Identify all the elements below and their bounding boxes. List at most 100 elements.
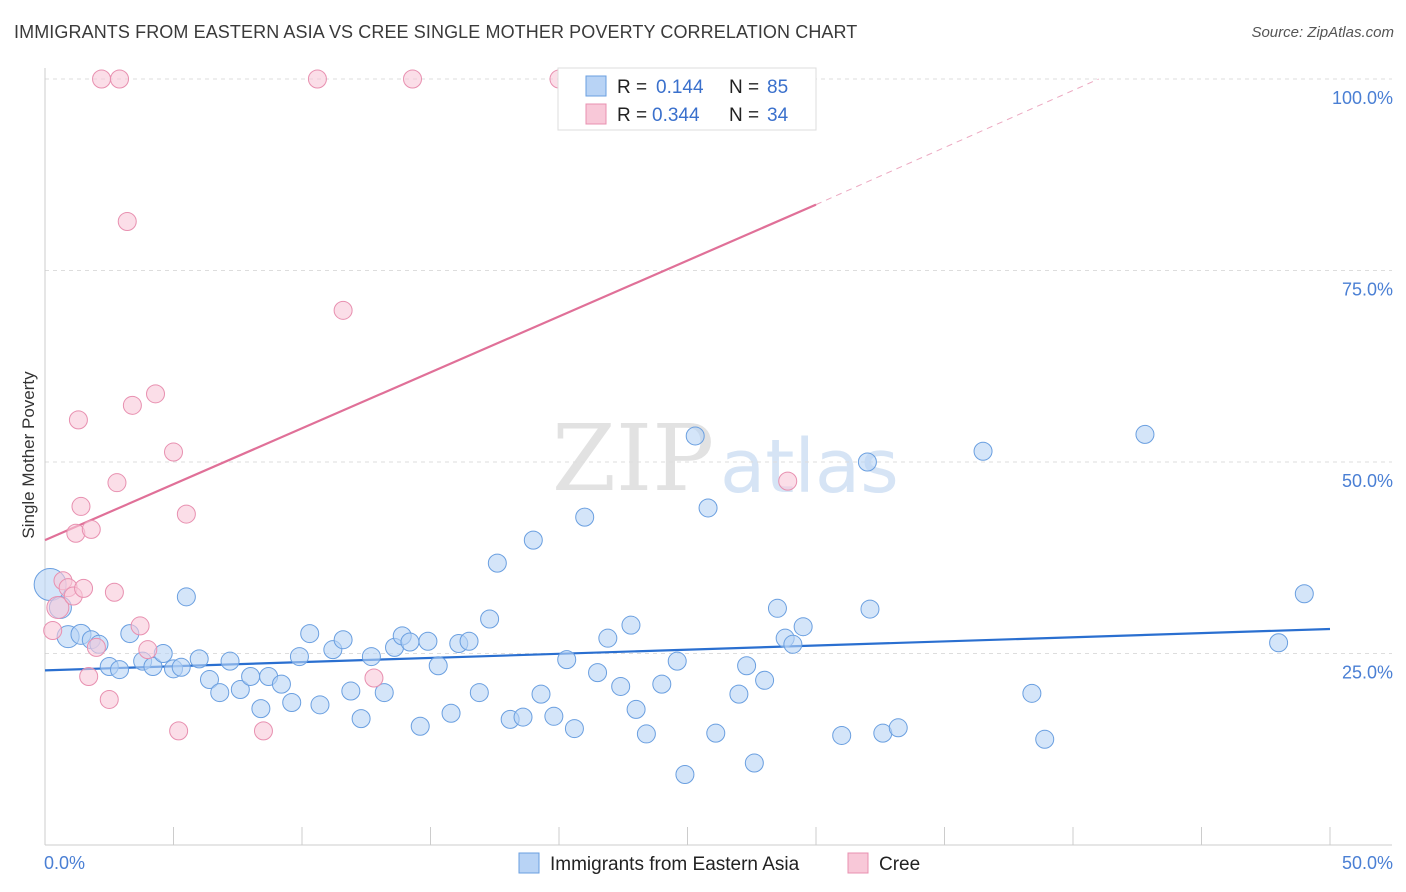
legend-n-label-blue: N =: [729, 77, 759, 98]
legend-r-label-blue: R =: [617, 77, 647, 98]
point-blue: [737, 656, 757, 676]
point-blue: [793, 617, 813, 637]
point-blue: [544, 706, 564, 726]
x-tick-label-min: 0.0%: [44, 853, 85, 873]
legend-r-value-pink: 0.344: [652, 105, 700, 126]
point-pink: [176, 504, 196, 524]
y-tick-label: 50.0%: [1342, 471, 1393, 491]
point-blue: [418, 631, 438, 651]
point-pink: [146, 384, 166, 404]
point-blue: [575, 507, 595, 527]
point-blue: [333, 630, 353, 650]
point-blue: [487, 553, 507, 573]
point-blue: [351, 709, 371, 729]
legend-n-value-blue: 85: [767, 77, 788, 98]
point-blue: [667, 651, 687, 671]
point-blue: [1135, 424, 1155, 444]
legend-swatch-blue: [585, 75, 607, 97]
point-blue: [220, 651, 240, 671]
point-blue: [860, 599, 880, 619]
point-blue: [973, 441, 993, 461]
bottom-legend-label-pink: Cree: [879, 854, 920, 875]
point-blue: [706, 723, 726, 743]
point-blue: [611, 676, 631, 696]
point-pink: [403, 69, 423, 89]
point-blue: [783, 634, 803, 654]
point-blue: [857, 452, 877, 472]
point-blue: [531, 684, 551, 704]
point-blue: [199, 670, 219, 690]
point-blue: [685, 426, 705, 446]
legend: R = 0.144 N = 85 R = 0.344 N = 34: [557, 67, 817, 131]
point-blue: [230, 680, 250, 700]
y-tick-label: 25.0%: [1342, 663, 1393, 683]
point-pink: [110, 69, 130, 89]
point-blue: [621, 615, 641, 635]
point-pink: [164, 442, 183, 462]
point-pink: [122, 395, 142, 415]
point-blue: [767, 598, 787, 618]
point-blue: [1035, 729, 1055, 749]
gridlines: [45, 78, 1392, 654]
point-blue: [588, 663, 608, 683]
point-blue: [636, 724, 656, 744]
point-pink: [778, 471, 798, 491]
point-blue: [1269, 633, 1289, 653]
watermark-zip: ZIP: [552, 405, 714, 512]
point-pink: [130, 616, 150, 636]
point-pink: [46, 596, 70, 620]
legend-r-value-blue: 0.144: [656, 77, 704, 98]
point-blue: [176, 587, 196, 607]
point-blue: [271, 674, 291, 694]
point-blue: [888, 718, 908, 738]
point-pink: [74, 578, 94, 598]
point-pink: [43, 621, 63, 641]
point-blue: [171, 657, 191, 677]
point-blue: [652, 674, 672, 694]
point-blue: [832, 725, 852, 745]
trend-line-pink: [44, 203, 817, 542]
bottom-legend-swatch-blue: [518, 852, 540, 874]
legend-r-label-pink: R =: [617, 105, 647, 126]
point-blue: [1294, 584, 1314, 604]
point-blue: [469, 683, 489, 703]
point-pink: [79, 666, 99, 686]
point-blue: [361, 647, 381, 667]
tick-labels: 25.0% 50.0% 75.0% 100.0% 0.0% 50.0%: [44, 88, 1393, 873]
chart-title: IMMIGRANTS FROM EASTERN ASIA VS CREE SIN…: [14, 22, 858, 42]
point-blue: [480, 609, 500, 629]
legend-swatch-pink: [585, 103, 607, 125]
point-blue: [459, 631, 479, 651]
point-blue: [410, 716, 430, 736]
point-pink: [99, 689, 119, 709]
point-blue: [251, 699, 271, 719]
point-pink: [117, 211, 137, 231]
y-axis-label: Single Mother Poverty: [19, 371, 38, 539]
point-blue: [698, 498, 718, 518]
point-blue: [513, 707, 533, 727]
point-blue: [241, 666, 261, 686]
point-blue: [210, 683, 230, 703]
point-pink: [138, 640, 158, 660]
point-blue: [755, 670, 775, 690]
point-blue: [523, 530, 543, 550]
legend-n-label-pink: N =: [729, 105, 759, 126]
point-pink: [307, 69, 327, 89]
x-tick-label-max: 50.0%: [1342, 853, 1393, 873]
point-pink: [253, 721, 273, 741]
point-blue: [557, 650, 577, 670]
point-blue: [564, 719, 584, 739]
point-blue: [310, 695, 330, 715]
point-blue: [626, 699, 646, 719]
point-blue: [675, 765, 695, 785]
point-pink: [169, 721, 189, 741]
trend-line-blue: [44, 627, 1331, 672]
point-pink: [68, 410, 88, 430]
point-blue: [598, 628, 618, 648]
point-pink: [92, 69, 112, 89]
point-pink: [364, 668, 384, 688]
point-blue: [189, 649, 209, 669]
trend-lines: [44, 78, 1331, 672]
point-blue: [428, 656, 448, 676]
